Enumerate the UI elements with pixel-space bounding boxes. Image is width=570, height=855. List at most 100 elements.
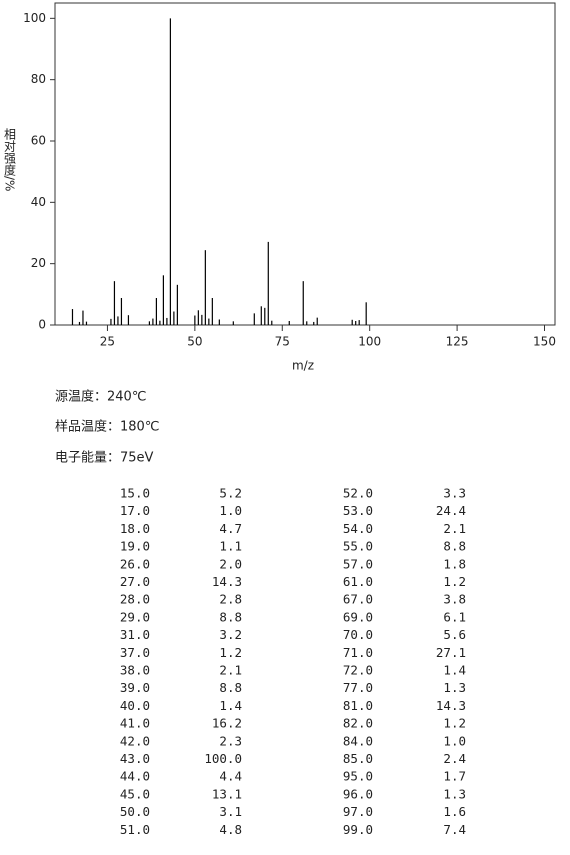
x-tick-label: 50: [187, 335, 202, 349]
mz-cell: 27.0: [120, 574, 150, 589]
intensity-cell: 1.4: [219, 698, 242, 713]
mz-cell: 69.0: [343, 609, 373, 624]
x-tick-label: 150: [533, 335, 556, 349]
mz-cell: 51.0: [120, 822, 150, 837]
intensity-cell: 2.1: [219, 663, 242, 678]
intensity-cell: 8.8: [219, 609, 242, 624]
mz-cell: 28.0: [120, 592, 150, 607]
intensity-cell: 14.3: [212, 574, 242, 589]
mz-cell: 97.0: [343, 804, 373, 819]
intensity-cell: 1.0: [443, 733, 466, 748]
x-tick-label: 100: [358, 335, 381, 349]
mz-cell: 71.0: [343, 645, 373, 660]
y-tick-label: 20: [31, 256, 46, 270]
intensity-cell: 8.8: [219, 680, 242, 695]
mz-cell: 67.0: [343, 592, 373, 607]
mz-cell: 29.0: [120, 609, 150, 624]
mz-cell: 43.0: [120, 751, 150, 766]
intensity-cell: 6.1: [443, 609, 466, 624]
intensity-cell: 5.2: [219, 486, 242, 501]
mz-cell: 54.0: [343, 521, 373, 536]
intensity-cell: 3.2: [219, 627, 242, 642]
intensity-cell: 14.3: [436, 698, 466, 713]
mz-cell: 82.0: [343, 716, 373, 731]
mz-cell: 40.0: [120, 698, 150, 713]
mz-cell: 44.0: [120, 769, 150, 784]
y-tick-label: 100: [23, 11, 46, 25]
mz-cell: 31.0: [120, 627, 150, 642]
intensity-cell: 7.4: [443, 822, 466, 837]
x-tick-label: 25: [100, 335, 115, 349]
intensity-cell: 4.4: [219, 769, 242, 784]
plot-frame: [54, 2, 556, 326]
intensity-cell: 8.8: [443, 539, 466, 554]
intensity-cell: 13.1: [212, 786, 242, 801]
mz-cell: 38.0: [120, 663, 150, 678]
sample-temperature: 样品温度：180℃: [55, 419, 159, 435]
x-axis-label: m/z: [292, 359, 314, 373]
intensity-cell: 1.4: [443, 663, 466, 678]
mz-cell: 18.0: [120, 521, 150, 536]
y-axis-label: 相对强度/%: [3, 128, 17, 192]
intensity-cell: 1.8: [443, 556, 466, 571]
intensity-cell: 1.3: [443, 680, 466, 695]
mz-cell: 96.0: [343, 786, 373, 801]
intensity-cell: 3.3: [443, 486, 466, 501]
mz-cell: 42.0: [120, 733, 150, 748]
intensity-cell: 2.3: [219, 733, 242, 748]
intensity-cell: 1.7: [443, 769, 466, 784]
mz-cell: 19.0: [120, 539, 150, 554]
mz-cell: 84.0: [343, 733, 373, 748]
mz-cell: 50.0: [120, 804, 150, 819]
mz-cell: 61.0: [343, 574, 373, 589]
mz-cell: 95.0: [343, 769, 373, 784]
x-tick-label: 125: [446, 335, 469, 349]
mz-cell: 55.0: [343, 539, 373, 554]
intensity-cell: 1.1: [219, 539, 242, 554]
intensity-cell: 2.4: [443, 751, 466, 766]
mz-cell: 53.0: [343, 503, 373, 518]
y-tick-label: 80: [31, 72, 46, 86]
intensity-cell: 2.1: [443, 521, 466, 536]
intensity-cell: 1.2: [219, 645, 242, 660]
mz-cell: 72.0: [343, 663, 373, 678]
intensity-cell: 4.8: [219, 822, 242, 837]
intensity-cell: 2.8: [219, 592, 242, 607]
intensity-cell: 3.1: [219, 804, 242, 819]
intensity-cell: 100.0: [204, 751, 242, 766]
y-tick-label: 60: [31, 134, 46, 148]
intensity-cell: 5.6: [443, 627, 466, 642]
mz-cell: 17.0: [120, 503, 150, 518]
mz-cell: 39.0: [120, 680, 150, 695]
mz-cell: 15.0: [120, 486, 150, 501]
intensity-cell: 24.4: [436, 503, 466, 518]
intensity-cell: 3.8: [443, 592, 466, 607]
mz-cell: 45.0: [120, 786, 150, 801]
intensity-cell: 27.1: [436, 645, 466, 660]
electron-energy: 电子能量：75eV: [55, 451, 154, 466]
x-tick-label: 75: [275, 335, 290, 349]
y-tick-label: 0: [38, 318, 46, 332]
intensity-cell: 2.0: [219, 556, 242, 571]
intensity-cell: 1.6: [443, 804, 466, 819]
mz-cell: 99.0: [343, 822, 373, 837]
intensity-cell: 1.3: [443, 786, 466, 801]
y-tick-label: 40: [31, 195, 46, 209]
mz-cell: 70.0: [343, 627, 373, 642]
intensity-cell: 16.2: [212, 716, 242, 731]
mz-cell: 52.0: [343, 486, 373, 501]
mz-cell: 85.0: [343, 751, 373, 766]
intensity-cell: 4.7: [219, 521, 242, 536]
source-temperature: 源温度：240℃: [55, 389, 146, 405]
intensity-cell: 1.2: [443, 716, 466, 731]
mz-cell: 26.0: [120, 556, 150, 571]
mz-cell: 57.0: [343, 556, 373, 571]
intensity-cell: 1.2: [443, 574, 466, 589]
mz-cell: 81.0: [343, 698, 373, 713]
intensity-cell: 1.0: [219, 503, 242, 518]
mz-cell: 77.0: [343, 680, 373, 695]
mz-cell: 37.0: [120, 645, 150, 660]
mz-cell: 41.0: [120, 716, 150, 731]
